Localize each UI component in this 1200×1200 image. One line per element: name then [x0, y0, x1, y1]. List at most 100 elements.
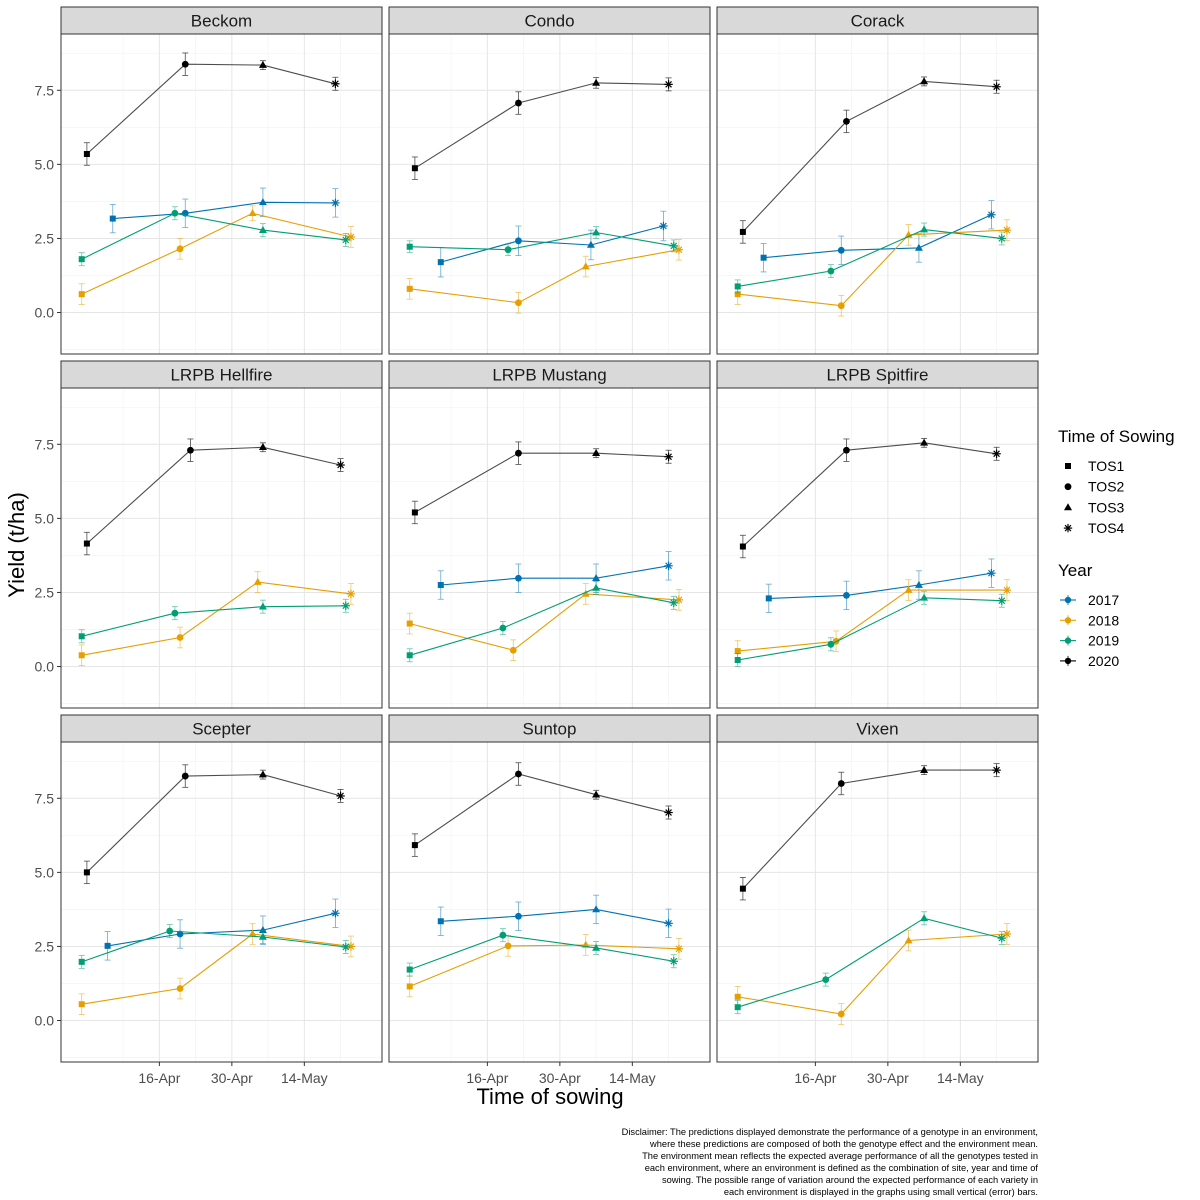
point-marker — [669, 598, 678, 608]
series-line — [414, 82, 669, 169]
plot-background — [61, 388, 382, 708]
point-marker — [920, 225, 929, 233]
point-marker — [166, 927, 174, 935]
point-marker — [837, 1010, 845, 1018]
point-marker — [248, 209, 257, 217]
x-tick-label: 14-May — [609, 1070, 656, 1086]
point-marker — [411, 842, 418, 849]
facet-strip — [716, 6, 1039, 35]
y-tick-label: 2.5 — [35, 938, 55, 954]
point-marker — [406, 983, 413, 990]
asterisk-stroke — [993, 83, 1000, 91]
asterisk-stroke — [337, 792, 344, 800]
point-marker — [83, 869, 90, 876]
legend-label: TOS2 — [1088, 479, 1125, 495]
facet-strip — [388, 360, 711, 389]
point-marker — [258, 443, 267, 451]
x-tick-label: 14-May — [281, 1070, 328, 1086]
point-marker — [674, 944, 684, 954]
point-marker — [837, 246, 845, 254]
disclaimer-line: Disclaimer: The predictions displayed de… — [621, 1127, 1038, 1137]
point-marker — [734, 648, 741, 655]
facet-panel: Corack — [716, 6, 1039, 355]
facet-title: Condo — [524, 12, 574, 31]
point-marker — [78, 958, 85, 965]
point-marker — [997, 596, 1006, 605]
point-marker — [499, 931, 507, 939]
point-marker — [592, 583, 601, 591]
point-marker — [437, 582, 444, 589]
point-marker — [515, 574, 522, 582]
asterisk-stroke — [1003, 586, 1011, 594]
point-marker — [78, 256, 85, 263]
legend-label: 2019 — [1088, 633, 1119, 649]
series-line — [409, 587, 674, 656]
asterisk-stroke — [342, 602, 350, 610]
point-marker — [171, 209, 179, 217]
point-marker — [586, 240, 595, 248]
disclaimer-line: sowing. The possible range of variation … — [661, 1175, 1038, 1185]
facet-title: Suntop — [523, 720, 577, 739]
point-marker — [181, 772, 189, 780]
asterisk-stroke — [665, 809, 672, 816]
point-marker — [592, 790, 601, 798]
panel-border — [388, 33, 711, 355]
point-marker — [515, 770, 522, 778]
series-line — [440, 908, 669, 924]
point-marker — [181, 60, 189, 68]
facet-panel: LRPB Hellfire 0.0 2.5 5.0 7.5 — [35, 360, 383, 709]
point-marker — [987, 568, 996, 578]
point-marker — [904, 936, 913, 944]
point-marker — [515, 237, 522, 245]
asterisk-stroke — [665, 919, 672, 927]
asterisk-stroke — [660, 222, 667, 230]
y-tick-label: 7.5 — [35, 436, 55, 452]
point-marker — [664, 561, 673, 570]
point-marker — [664, 80, 673, 89]
asterisk-stroke — [665, 453, 672, 461]
point-marker — [499, 624, 507, 632]
point-marker — [1063, 523, 1073, 533]
series-line — [414, 773, 669, 846]
facet-panel: Beckom 0.0 2.5 5.0 7.5 — [35, 6, 383, 355]
y-tick-label: 2.5 — [35, 584, 55, 600]
point-marker — [83, 540, 90, 547]
point-marker — [187, 446, 194, 454]
plot-background — [389, 388, 710, 708]
y-tick-label: 7.5 — [35, 790, 55, 806]
y-tick-label: 2.5 — [35, 230, 55, 246]
point-marker — [904, 585, 913, 593]
series-line — [409, 249, 679, 304]
asterisk-stroke — [988, 569, 995, 577]
panel-border — [60, 741, 383, 1063]
panel-border — [60, 33, 383, 355]
facet-panel: Scepter 0.0 2.5 5.0 7.5 16-Apr 30-Apr 14-May — [35, 714, 383, 1086]
series-line — [742, 80, 997, 233]
series-line — [81, 930, 346, 963]
point-marker — [734, 993, 741, 1000]
legend-label: TOS1 — [1088, 458, 1125, 474]
point-marker — [248, 929, 257, 937]
series-line — [742, 769, 997, 890]
point-marker — [739, 885, 746, 892]
point-marker — [674, 595, 684, 605]
point-marker — [827, 267, 835, 275]
point-marker — [171, 609, 179, 617]
asterisk-stroke — [665, 562, 672, 570]
point-marker — [83, 151, 90, 157]
series-line — [737, 229, 1002, 287]
point-marker — [331, 909, 340, 918]
point-marker — [258, 602, 267, 610]
panel-border — [716, 387, 1039, 709]
series-line — [737, 933, 1007, 1015]
asterisk-stroke — [1003, 226, 1011, 234]
point-marker — [837, 780, 845, 787]
plot-background — [61, 742, 382, 1062]
disclaimer-line: each environment is displayed in the gra… — [723, 1187, 1038, 1197]
facet-panel: LRPB Mustang — [388, 360, 711, 709]
point-marker — [843, 118, 850, 125]
facet-strip — [716, 360, 1039, 389]
point-marker — [674, 245, 684, 254]
legend-label: TOS3 — [1088, 499, 1125, 515]
plot-background — [389, 34, 710, 354]
